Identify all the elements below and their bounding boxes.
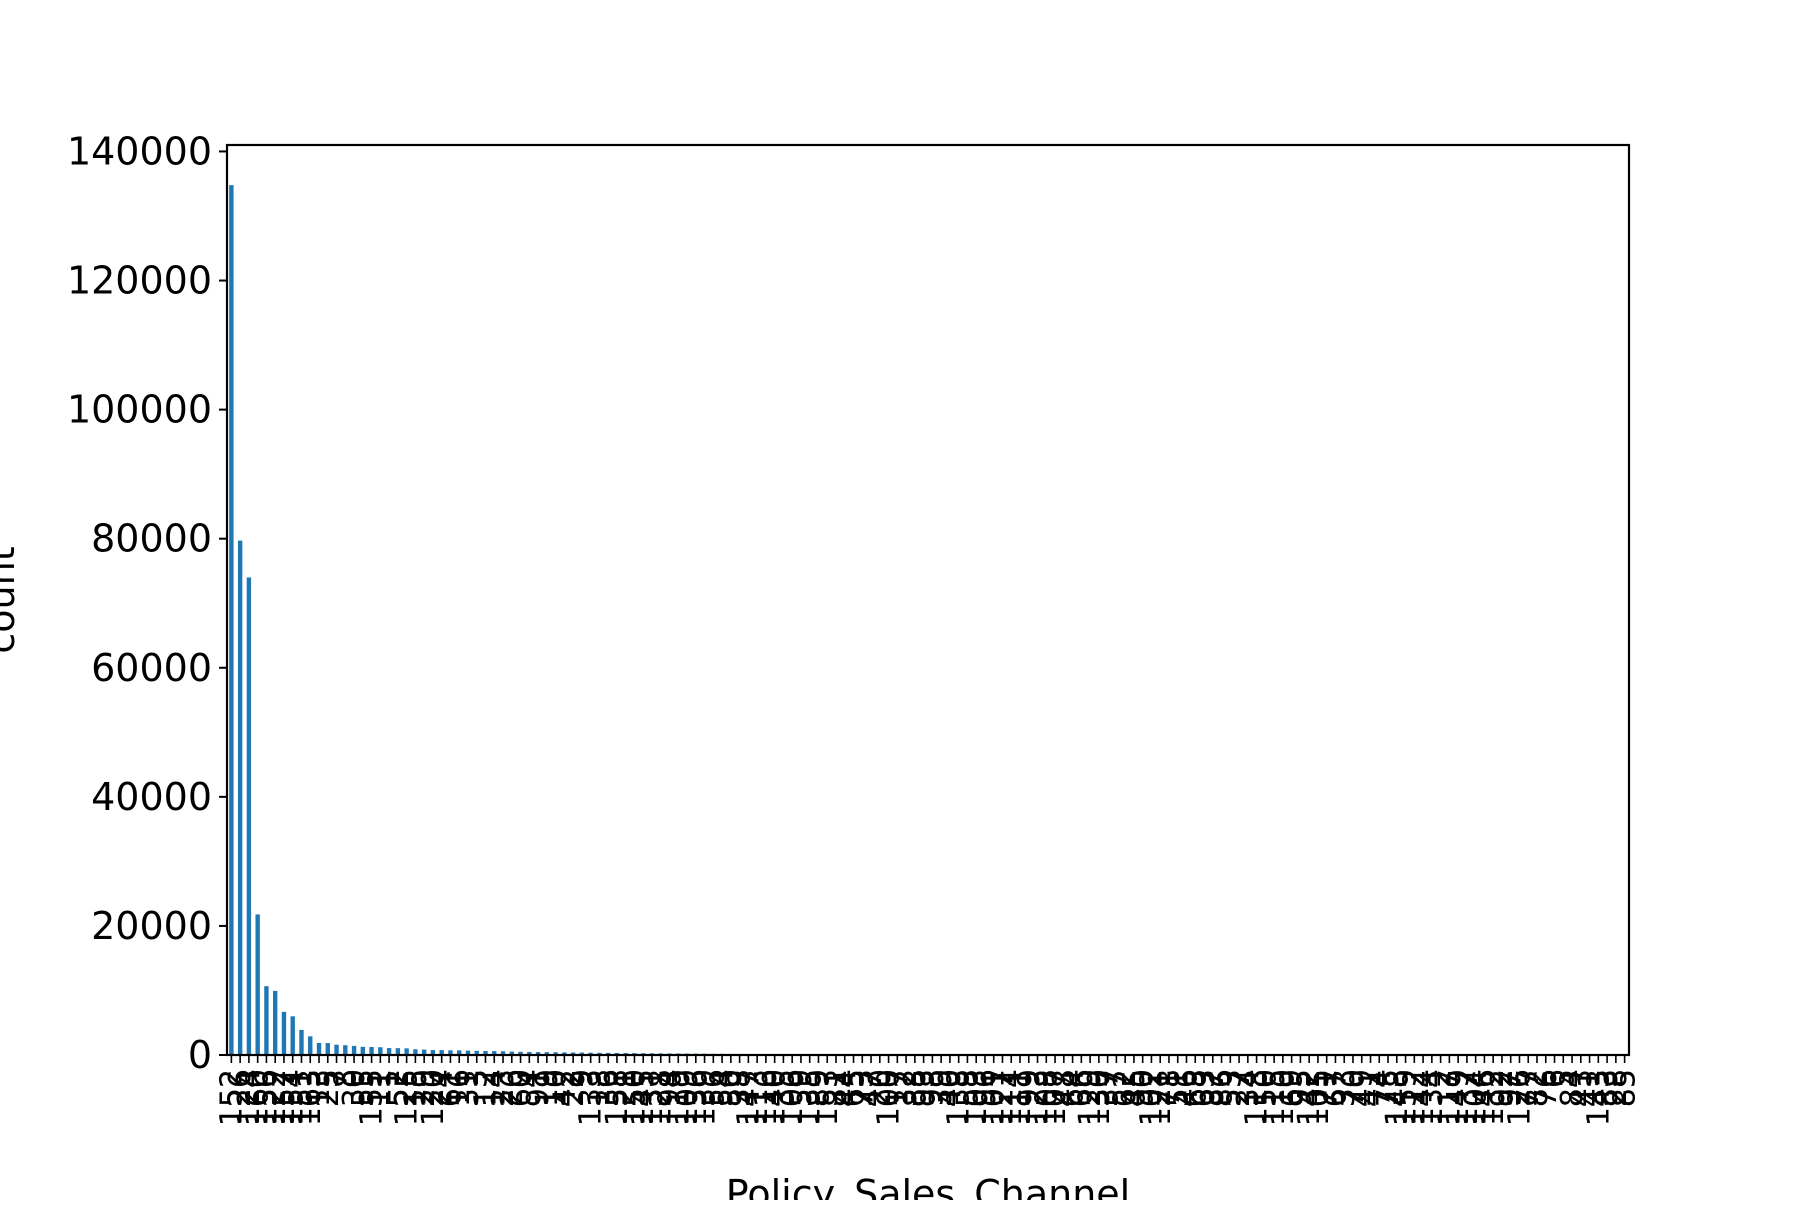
x-tick-label-85: 85 bbox=[1608, 1069, 1643, 1107]
y-tick-label: 120000 bbox=[67, 259, 212, 303]
bar-154 bbox=[291, 1016, 295, 1055]
x-axis: 1522612416015612215715415116313257830551… bbox=[214, 1055, 1642, 1126]
bar-25 bbox=[326, 1043, 330, 1055]
bar-122 bbox=[273, 991, 277, 1055]
bar-8 bbox=[343, 1045, 347, 1055]
bar-157 bbox=[282, 1012, 286, 1055]
bar-13 bbox=[317, 1043, 321, 1055]
y-tick-label: 140000 bbox=[67, 129, 212, 173]
bar-151 bbox=[299, 1030, 303, 1055]
y-tick-label: 60000 bbox=[91, 646, 212, 690]
y-tick-label: 0 bbox=[188, 1033, 212, 1077]
bar-163 bbox=[308, 1036, 312, 1055]
x-axis-label: Policy_Sales_Channel bbox=[726, 1172, 1130, 1200]
bar-124 bbox=[247, 577, 251, 1055]
y-axis: 0 20000 40000 60000 80000 100000 120000 140000 bbox=[67, 129, 227, 1077]
bar-160 bbox=[255, 914, 259, 1055]
y-tick-label: 20000 bbox=[91, 904, 212, 948]
bar-55 bbox=[361, 1047, 365, 1055]
y-tick-label: 80000 bbox=[91, 517, 212, 561]
plot-frame bbox=[227, 145, 1629, 1055]
bar-155 bbox=[369, 1047, 373, 1055]
bar-156 bbox=[264, 986, 268, 1055]
bar-26 bbox=[238, 541, 242, 1055]
y-tick-label: 100000 bbox=[67, 388, 212, 432]
bars-layer bbox=[229, 185, 1627, 1055]
bar-30 bbox=[352, 1046, 356, 1055]
y-tick-label: 40000 bbox=[91, 775, 212, 819]
bar-152 bbox=[229, 185, 233, 1055]
bar-7 bbox=[334, 1045, 338, 1055]
bar-11 bbox=[378, 1047, 382, 1055]
y-axis-label: count bbox=[0, 546, 23, 653]
